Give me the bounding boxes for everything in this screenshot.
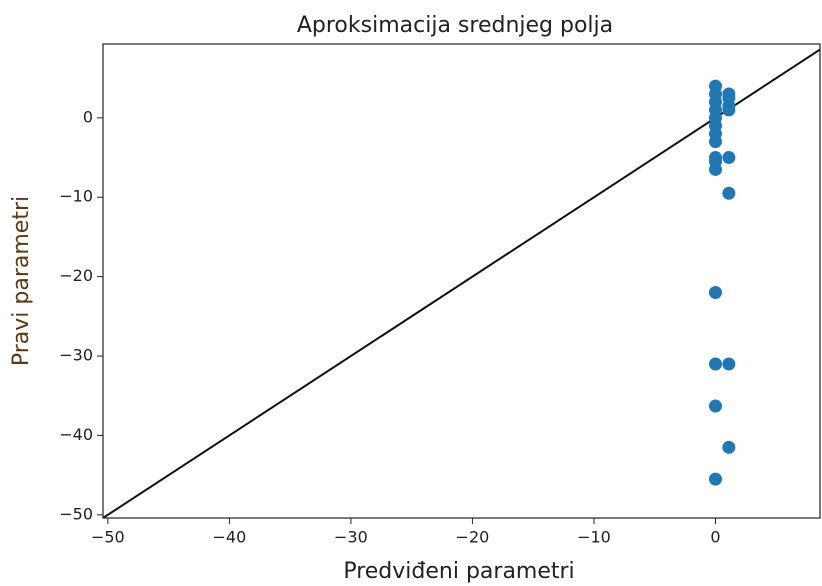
y-tick-label: −50	[59, 504, 93, 523]
point	[708, 286, 722, 300]
x-tick-label: −20	[456, 528, 490, 547]
plot-frame	[102, 43, 821, 519]
point	[708, 472, 722, 486]
point	[722, 186, 736, 200]
y-tick-label: −10	[59, 187, 93, 206]
x-tick-label: −30	[334, 528, 368, 547]
chart-title: Aproksimacija srednjeg polja	[297, 13, 613, 38]
x-tick-label: −10	[577, 528, 611, 547]
x-tick-label: 0	[710, 528, 720, 547]
y-tick-label: −20	[59, 266, 93, 285]
x-tick-label: −40	[213, 528, 247, 547]
reference-line	[103, 48, 820, 518]
y-tick-label: 0	[83, 107, 93, 126]
x-axis-label: Predviđeni parametri	[343, 559, 574, 584]
point	[722, 357, 736, 371]
point	[708, 162, 722, 176]
point	[708, 357, 722, 371]
point	[722, 151, 736, 165]
point	[708, 135, 722, 149]
point	[708, 399, 722, 413]
point	[722, 103, 736, 117]
y-tick-label: −40	[59, 425, 93, 444]
plot-area	[103, 48, 820, 518]
y-axis-label: Pravi parametri	[9, 196, 34, 366]
x-tick-label: −50	[91, 528, 125, 547]
y-tick-label: −30	[59, 346, 93, 365]
point	[722, 440, 736, 454]
